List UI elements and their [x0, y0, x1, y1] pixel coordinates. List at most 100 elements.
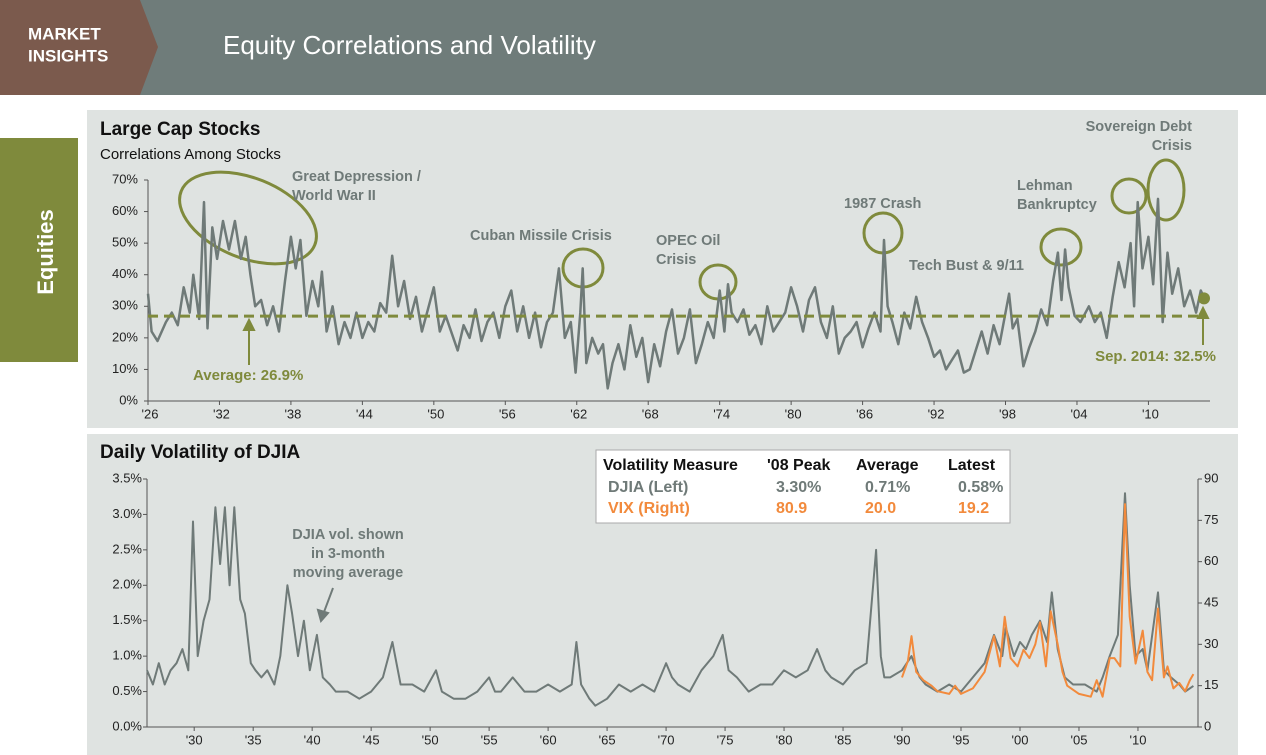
y2-tick-label: 30: [1204, 636, 1218, 651]
y-tick-label: 60%: [112, 203, 138, 218]
x-tick-label: '00: [1012, 732, 1029, 747]
x-tick-label: '50: [422, 732, 439, 747]
x-tick-label: '74: [713, 406, 730, 421]
y-tick-label: 10%: [112, 361, 138, 376]
y-tick-label: 0.5%: [112, 683, 142, 698]
x-tick-label: '56: [499, 406, 516, 421]
data-line: [146, 492, 1194, 707]
y2-tick-label: 15: [1204, 677, 1218, 692]
y-tick-label: 0%: [119, 392, 138, 407]
annotation: Crisis: [1152, 138, 1192, 154]
x-tick-label: '80: [785, 406, 802, 421]
y2-tick-label: 60: [1204, 553, 1218, 568]
arrows: [242, 305, 1210, 365]
x-tick-label: '68: [642, 406, 659, 421]
annotation: 1987 Crash: [844, 196, 921, 212]
chart-title: Large Cap Stocks: [100, 119, 261, 140]
x-tick-label: '35: [245, 732, 262, 747]
arrow: [323, 587, 334, 613]
x-tick-label: '10: [1142, 406, 1159, 421]
annotation: OPEC Oil: [656, 233, 720, 249]
table-cell: 0.58%: [958, 479, 1003, 496]
annotation: Tech Bust & 9/11: [909, 258, 1024, 274]
data-line: [146, 197, 1206, 390]
annotation: World War II: [292, 188, 376, 204]
x-tick-label: '05: [1071, 732, 1088, 747]
highlight-circle: [1039, 227, 1083, 267]
annotation: Crisis: [656, 252, 696, 268]
y-tick-label: 70%: [112, 171, 138, 186]
y2-tick-label: 45: [1204, 594, 1218, 609]
page-title: Equity Correlations and Volatility: [223, 30, 596, 60]
stats-table: [595, 449, 1011, 524]
x-tick-label: '70: [658, 732, 675, 747]
y-tick-label: 50%: [112, 235, 138, 250]
x-tick-label: '38: [284, 406, 301, 421]
arrow-head: [242, 317, 256, 331]
x-tick-label: '98: [999, 406, 1016, 421]
y-tick-label: 3.5%: [112, 470, 142, 485]
table-row-name: VIX (Right): [608, 500, 690, 517]
table-cell: 19.2: [958, 500, 989, 517]
x-tick-label: '44: [356, 406, 373, 421]
section-tab: [0, 138, 78, 362]
highlight-circles: [178, 158, 1186, 301]
annotation: moving average: [293, 565, 403, 581]
x-tick-label: '80: [776, 732, 793, 747]
highlight-circle: [1110, 177, 1148, 215]
latest-point: [1198, 292, 1210, 305]
y-tick-label: 40%: [112, 266, 138, 281]
annotation: Lehman: [1017, 178, 1073, 194]
table-header: Volatility Measure: [603, 457, 738, 474]
y-tick-label: 1.5%: [112, 612, 142, 627]
header-bar: [0, 0, 1266, 95]
highlight-circle: [178, 170, 318, 266]
x-tick-label: '04: [1070, 406, 1087, 421]
y-tick-label: 1.0%: [112, 648, 142, 663]
latest-label: Sep. 2014: 32.5%: [1095, 348, 1216, 365]
arrow-head: [316, 608, 330, 624]
table-header: '08 Peak: [767, 457, 831, 474]
badge-line: INSIGHTS: [28, 46, 108, 65]
x-tick-label: '10: [1129, 732, 1146, 747]
badge-line: MARKET: [28, 24, 101, 43]
x-tick-label: '30: [186, 732, 203, 747]
table-header: Latest: [948, 457, 996, 474]
annotation: Great Depression /: [292, 169, 421, 185]
annotation: Bankruptcy: [1017, 197, 1097, 213]
y2-tick-label: 75: [1204, 512, 1218, 527]
table-row-name: DJIA (Left): [608, 479, 688, 496]
chart-subtitle: Correlations Among Stocks: [100, 146, 281, 163]
table-cell: 20.0: [865, 500, 896, 517]
badge: [0, 0, 158, 95]
x-tick-label: '45: [363, 732, 380, 747]
table-cell: 0.71%: [865, 479, 910, 496]
y2-tick-label: 0: [1204, 718, 1211, 733]
y2-tick-label: 90: [1204, 470, 1218, 485]
arrow-head: [1196, 305, 1210, 319]
y-tick-label: 20%: [112, 329, 138, 344]
x-tick-label: '85: [835, 732, 852, 747]
x-tick-label: '50: [427, 406, 444, 421]
y-tick-label: 30%: [112, 298, 138, 313]
x-tick-label: '86: [856, 406, 873, 421]
data-line: [901, 503, 1195, 698]
x-tick-label: '65: [599, 732, 616, 747]
annotation: DJIA vol. shown: [292, 527, 403, 543]
x-tick-label: '92: [928, 406, 945, 421]
panel: [87, 110, 1238, 428]
annotation: Cuban Missile Crisis: [470, 228, 612, 244]
x-tick-label: '62: [570, 406, 587, 421]
x-tick-label: '75: [717, 732, 734, 747]
highlight-circle: [1146, 158, 1186, 222]
y-tick-label: 0.0%: [112, 718, 142, 733]
arrows: [316, 587, 334, 624]
x-tick-label: '95: [953, 732, 970, 747]
x-tick-label: '40: [304, 732, 321, 747]
average-label: Average: 26.9%: [193, 367, 303, 384]
x-tick-label: '60: [540, 732, 557, 747]
table-cell: 3.30%: [776, 479, 821, 496]
x-tick-label: '55: [481, 732, 498, 747]
x-tick-label: '32: [213, 406, 230, 421]
